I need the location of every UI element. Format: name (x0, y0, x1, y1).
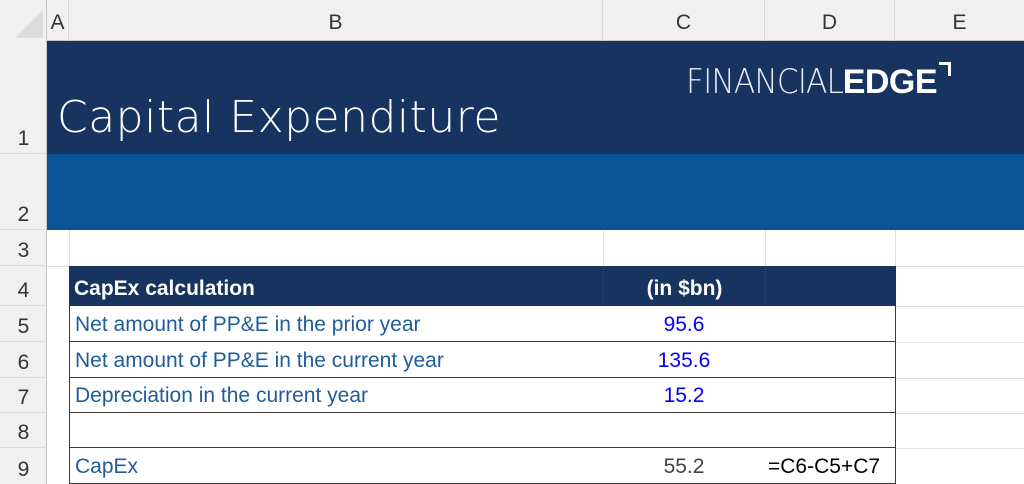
logo-text-light: FINANCIAL (686, 62, 844, 102)
table-row-label[interactable]: Net amount of PP&E in the current year (69, 342, 604, 378)
table-row-value[interactable]: 15.2 (603, 378, 766, 413)
gridline (765, 230, 766, 266)
select-all-triangle-icon (15, 10, 43, 38)
row-header-1[interactable]: 1 (0, 41, 47, 154)
table-row-value[interactable]: 135.6 (603, 342, 766, 378)
table-row-value[interactable]: 95.6 (603, 306, 766, 342)
column-header-e[interactable]: E (952, 11, 967, 34)
logo-text-bold: EDGE (842, 62, 938, 101)
table-row-note[interactable] (765, 378, 896, 413)
table-header-d[interactable] (765, 266, 896, 306)
row-header-3[interactable]: 3 (0, 230, 47, 266)
table-row-note[interactable] (765, 342, 896, 378)
table-row-label[interactable]: Net amount of PP&E in the prior year (69, 306, 604, 342)
table-row-note[interactable] (765, 306, 896, 342)
gridline (895, 448, 1024, 449)
table-row-label[interactable] (69, 413, 604, 448)
table-row-note[interactable] (765, 413, 896, 448)
row-header-column (0, 41, 47, 484)
capex-formula[interactable]: =C6-C5+C7 (765, 448, 896, 484)
table-row-value[interactable] (603, 413, 766, 448)
column-header-bar (0, 0, 1024, 41)
row-header-4[interactable]: 4 (0, 266, 47, 306)
row-header-6[interactable]: 6 (0, 342, 47, 378)
column-header-b[interactable]: B (69, 0, 603, 41)
gridline (603, 230, 604, 266)
row-header-2[interactable]: 2 (0, 154, 47, 230)
gridline (895, 342, 1024, 343)
banner-row-1[interactable] (47, 41, 1024, 154)
gridline (895, 378, 1024, 379)
table-header-label[interactable]: CapEx calculation (69, 266, 603, 306)
logo-corner-arrow-icon (939, 62, 952, 76)
row-header-8[interactable]: 8 (0, 413, 47, 448)
row-header-9[interactable]: 9 (17, 458, 30, 481)
banner-row-2[interactable] (47, 154, 1024, 230)
page-title: Capital Expenditure (57, 92, 501, 143)
gridline (895, 306, 1024, 307)
column-header-a[interactable]: A (47, 0, 69, 41)
column-header-d[interactable]: D (765, 0, 895, 41)
table-row-label[interactable]: Depreciation in the current year (69, 378, 604, 413)
financial-edge-logo: FINANCIAL EDGE (686, 60, 952, 104)
column-header-c[interactable]: C (603, 0, 765, 41)
capex-value[interactable]: 55.2 (603, 448, 766, 484)
row-header-5[interactable]: 5 (0, 306, 47, 342)
table-header-unit[interactable]: (in $bn) (603, 266, 765, 306)
capex-label[interactable]: CapEx (69, 448, 604, 484)
select-all-button[interactable] (0, 0, 47, 41)
gridline (69, 230, 70, 266)
row-header-7[interactable]: 7 (0, 378, 47, 413)
gridline (895, 413, 1024, 414)
